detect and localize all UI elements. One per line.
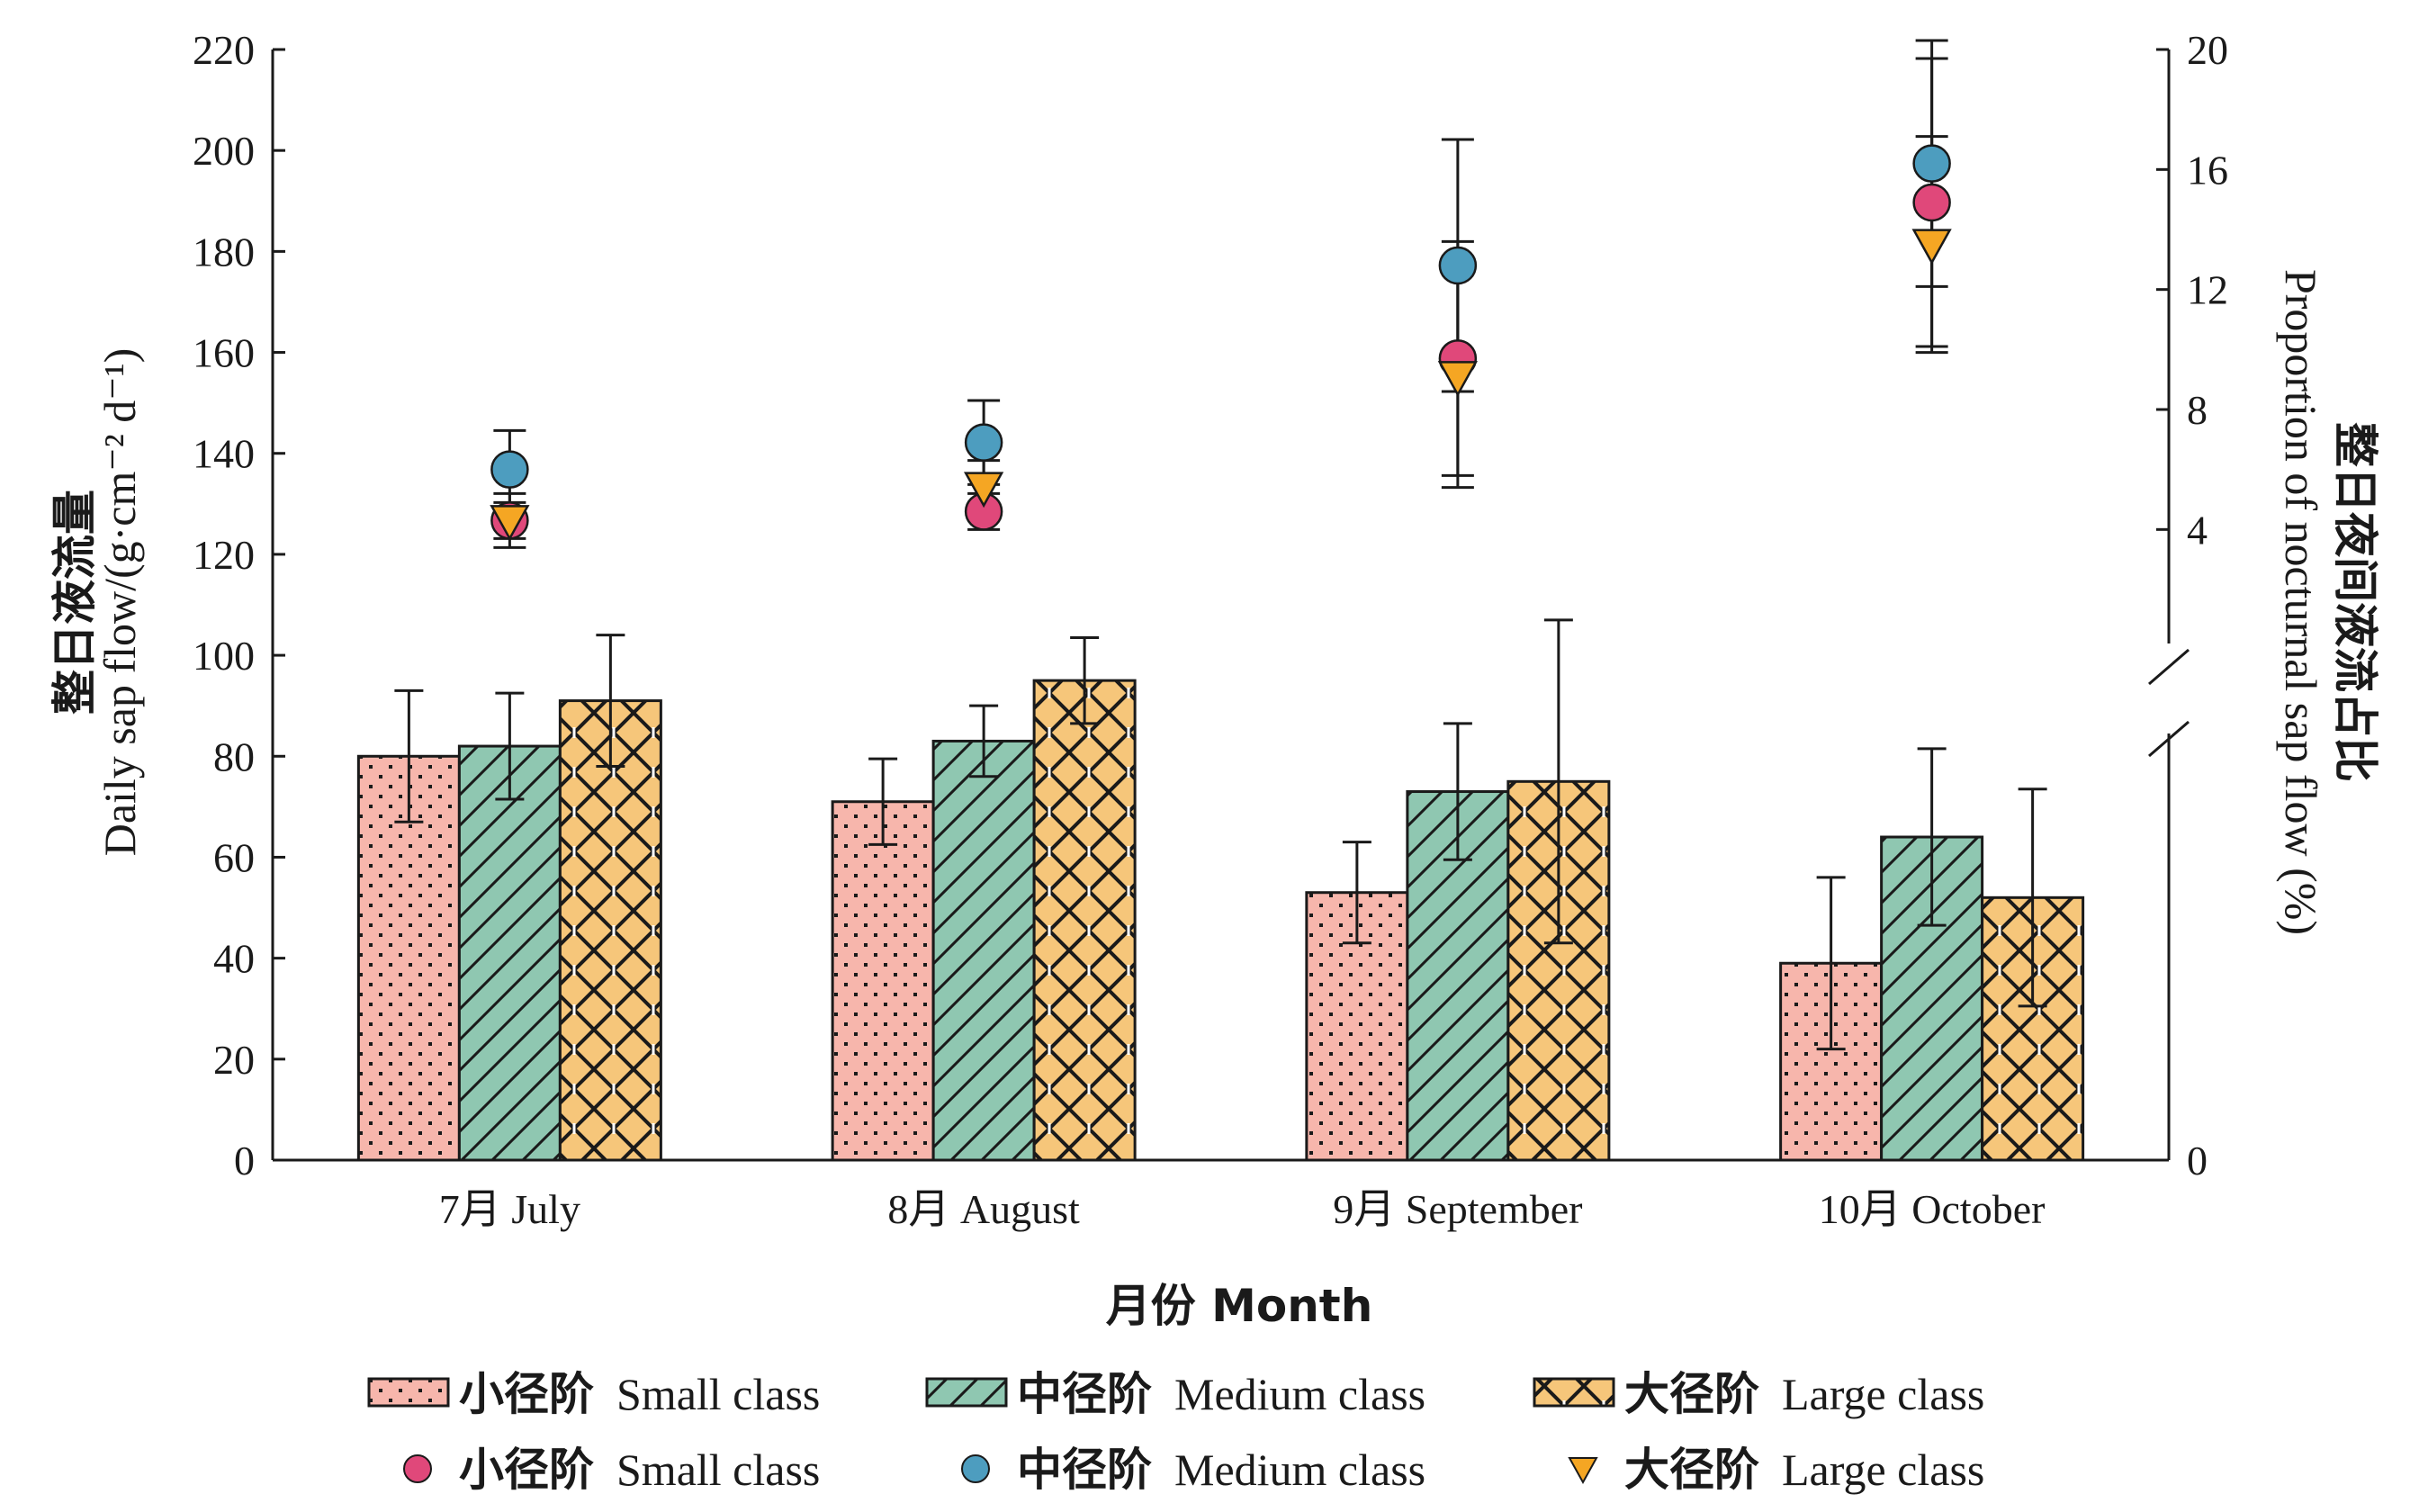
data-point bbox=[490, 450, 529, 489]
y-tick-label: 200 bbox=[193, 128, 255, 174]
data-point bbox=[1437, 361, 1479, 397]
legend-label-cn: 小径阶 bbox=[459, 1368, 594, 1420]
y-tick-label: 220 bbox=[193, 27, 255, 73]
axes: 0 20 40 60 80 100 120 140 160 180 200 220 0 4 8 12 16 20 7… bbox=[193, 27, 2228, 1232]
data-point bbox=[1912, 144, 1951, 183]
y2-tick-label: 8 bbox=[2187, 387, 2208, 433]
y-tick-label: 40 bbox=[213, 936, 255, 982]
y2-axis-title-en: Proportion of nocturnal sap flow (%) bbox=[2276, 269, 2326, 935]
legend-label: 中径阶 Medium class bbox=[1017, 1368, 1425, 1420]
bar bbox=[558, 699, 662, 1162]
legend-label-en: Large class bbox=[1759, 1369, 1984, 1419]
legend-marker bbox=[403, 1454, 432, 1483]
x-axis-title: 月份 Month bbox=[1106, 1280, 1373, 1332]
legend-label-en: Small class bbox=[594, 1444, 820, 1495]
legend-swatch bbox=[1533, 1377, 1615, 1408]
legend-marker bbox=[961, 1454, 990, 1483]
y-tick-label: 60 bbox=[213, 834, 255, 880]
y-tick-label: 160 bbox=[193, 330, 255, 376]
bars bbox=[356, 618, 2085, 1162]
y-tick-label: 120 bbox=[193, 532, 255, 578]
y2-axis-break-mark bbox=[2148, 720, 2190, 758]
bar bbox=[356, 754, 461, 1162]
y2-axis-title-cn: 整日夜间液流占比 bbox=[2329, 422, 2381, 782]
data-point bbox=[964, 472, 1004, 508]
legend-label: 小径阶 Small class bbox=[459, 1368, 820, 1420]
data-point bbox=[964, 423, 1003, 462]
legend-label-cn: 大径阶 bbox=[1624, 1444, 1759, 1496]
legend-label: 小径阶 Small class bbox=[459, 1444, 820, 1496]
y-tick-label: 20 bbox=[213, 1037, 255, 1083]
legend-label-en: Small class bbox=[594, 1369, 820, 1419]
y-axis-title-en: Daily sap flow/(g·cm⁻² d⁻¹) bbox=[94, 348, 145, 857]
legend-label-cn: 小径阶 bbox=[459, 1444, 594, 1496]
data-point bbox=[1438, 246, 1478, 285]
y2-tick-label: 4 bbox=[2187, 507, 2208, 553]
y-tick-label: 0 bbox=[234, 1138, 255, 1184]
data-point bbox=[490, 505, 530, 541]
y2-tick-label: 20 bbox=[2187, 27, 2228, 73]
data-point bbox=[1911, 229, 1952, 266]
legend-label-cn: 中径阶 bbox=[1017, 1444, 1152, 1496]
x-tick-label: 7月 July bbox=[439, 1186, 580, 1232]
legend-marker bbox=[1568, 1457, 1598, 1485]
legend: 小径阶 Small class 中径阶 Medium class 大径阶 Large… bbox=[367, 1368, 1984, 1496]
data-point bbox=[1912, 183, 1951, 222]
points bbox=[490, 39, 1952, 549]
y2-axis-break-mark bbox=[2148, 648, 2190, 686]
y-tick-label: 80 bbox=[213, 734, 255, 779]
y-tick-label: 100 bbox=[193, 633, 255, 679]
y-axis-title: 整日液流量 Daily sap flow/(g·cm⁻² d⁻¹) bbox=[49, 348, 145, 857]
y2-tick-label: 16 bbox=[2187, 147, 2228, 193]
legend-label-en: Medium class bbox=[1152, 1444, 1425, 1495]
bar bbox=[831, 800, 935, 1162]
y2-axis-title: 整日夜间液流占比 Proportion of nocturnal sap flo… bbox=[2276, 269, 2381, 935]
bar bbox=[1032, 679, 1137, 1162]
x-tick-label: 10月 October bbox=[1819, 1186, 2046, 1232]
y-axis-title-cn: 整日液流量 bbox=[49, 490, 101, 715]
legend-label: 大径阶 Large class bbox=[1624, 1444, 1984, 1496]
y-tick-label: 180 bbox=[193, 229, 255, 274]
y-tick-label: 140 bbox=[193, 431, 255, 477]
x-axis-title-text: 月份 Month bbox=[1106, 1280, 1373, 1332]
legend-swatch bbox=[925, 1377, 1008, 1408]
bar bbox=[457, 744, 562, 1162]
legend-label-en: Large class bbox=[1759, 1444, 1984, 1495]
x-tick-label: 9月 September bbox=[1333, 1186, 1582, 1232]
y2-tick-label: 0 bbox=[2187, 1138, 2208, 1184]
x-tick-label: 8月 August bbox=[887, 1186, 1080, 1232]
legend-label: 大径阶 Large class bbox=[1624, 1368, 1984, 1420]
legend-label: 中径阶 Medium class bbox=[1017, 1444, 1425, 1496]
y2-tick-label: 12 bbox=[2187, 267, 2228, 313]
legend-label-cn: 中径阶 bbox=[1017, 1368, 1152, 1420]
legend-label-en: Medium class bbox=[1152, 1369, 1425, 1419]
legend-label-cn: 大径阶 bbox=[1624, 1368, 1759, 1420]
legend-swatch bbox=[367, 1377, 450, 1408]
bar bbox=[931, 739, 1036, 1162]
